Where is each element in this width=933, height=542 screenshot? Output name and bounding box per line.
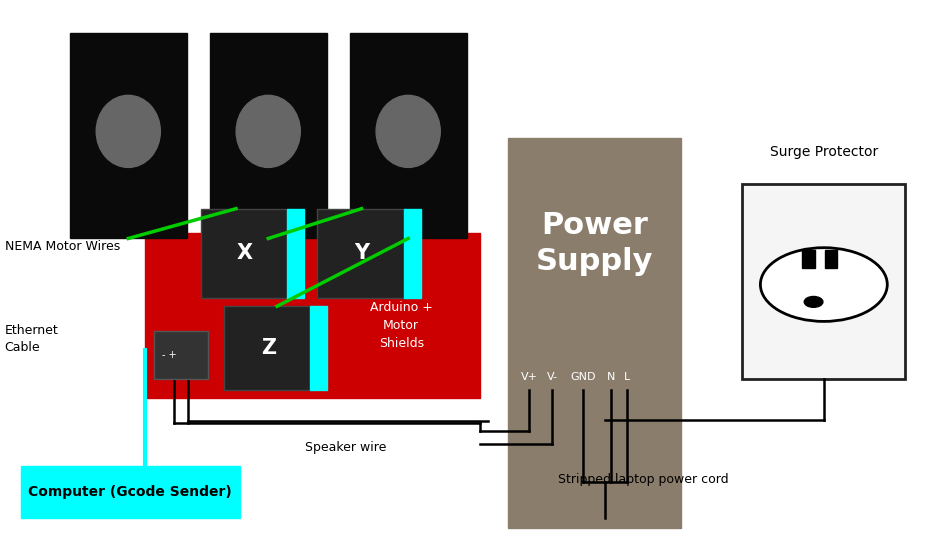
Text: NEMA Motor Wires: NEMA Motor Wires bbox=[5, 240, 120, 253]
Text: Surge Protector: Surge Protector bbox=[770, 145, 878, 159]
Bar bbox=[145, 233, 480, 398]
Text: Power
Supply: Power Supply bbox=[536, 211, 653, 276]
Circle shape bbox=[804, 296, 823, 307]
Text: Speaker wire: Speaker wire bbox=[304, 441, 386, 454]
Bar bbox=[825, 250, 837, 268]
Text: Z: Z bbox=[260, 338, 276, 358]
Text: Computer (Gcode Sender): Computer (Gcode Sender) bbox=[28, 485, 232, 499]
Text: L: L bbox=[624, 372, 630, 382]
Text: X: X bbox=[237, 243, 253, 263]
Text: V-: V- bbox=[547, 372, 558, 382]
Bar bbox=[317, 209, 406, 298]
Bar bbox=[350, 33, 466, 238]
Bar bbox=[742, 184, 905, 379]
Bar bbox=[70, 33, 187, 238]
Text: N: N bbox=[607, 372, 615, 382]
Bar bbox=[154, 331, 208, 379]
Text: Y: Y bbox=[354, 243, 369, 263]
Bar bbox=[404, 209, 421, 298]
Text: GND: GND bbox=[570, 372, 596, 382]
Text: Arduino +
Motor
Shields: Arduino + Motor Shields bbox=[369, 301, 433, 350]
Text: - +: - + bbox=[161, 350, 176, 360]
Bar bbox=[287, 209, 304, 298]
Bar bbox=[508, 138, 681, 528]
Bar bbox=[224, 306, 313, 390]
Circle shape bbox=[760, 248, 887, 321]
Bar bbox=[310, 306, 327, 390]
Bar bbox=[802, 250, 815, 268]
Ellipse shape bbox=[96, 95, 160, 167]
Bar bbox=[210, 33, 327, 238]
Ellipse shape bbox=[236, 95, 300, 167]
Text: Ethernet
Cable: Ethernet Cable bbox=[5, 324, 59, 354]
Text: V+: V+ bbox=[521, 372, 537, 382]
Bar bbox=[21, 466, 240, 518]
Bar bbox=[201, 209, 289, 298]
Ellipse shape bbox=[376, 95, 440, 167]
Text: Stripped laptop power cord: Stripped laptop power cord bbox=[559, 473, 729, 486]
